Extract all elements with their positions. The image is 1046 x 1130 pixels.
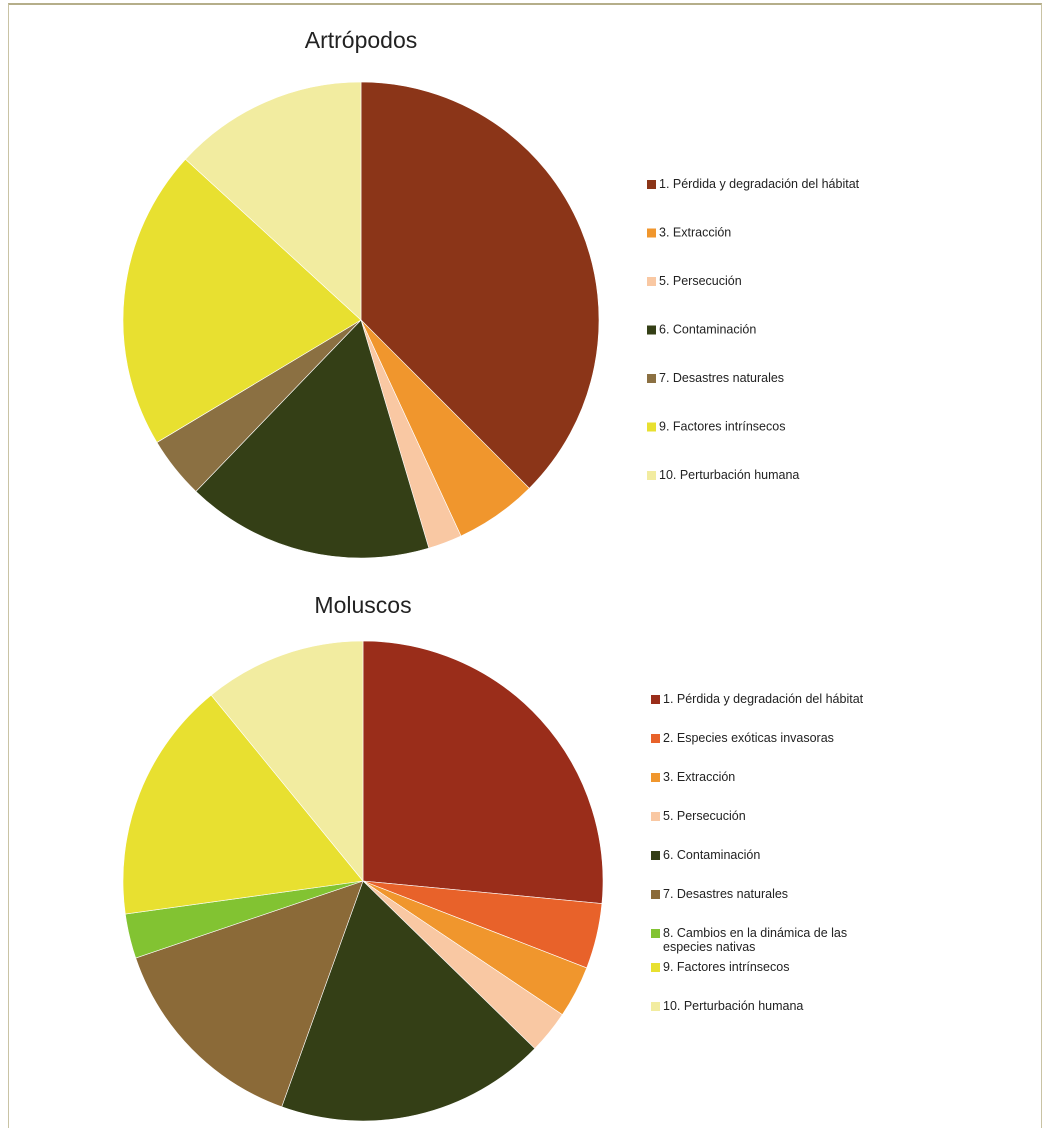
legend-item-6-contaminacion: 6. Contaminación [647, 323, 756, 337]
legend-swatch [651, 929, 660, 938]
pie-slice-10-perturbacion-humana [185, 81, 362, 321]
legend-swatch [651, 773, 660, 782]
legend-label: 3. Extracción [663, 770, 735, 784]
legend-item-7-desastres-naturales: 7. Desastres naturales [651, 887, 788, 901]
legend-label: 1. Pérdida y degradación del hábitat [663, 692, 864, 706]
pie-slice-9-factores-intrinsecos [122, 158, 362, 443]
legend-label: 9. Factores intrínsecos [663, 960, 789, 974]
legend-item-5-persecucion: 5. Persecución [647, 274, 742, 288]
legend-item-10-perturbacion-humana: 10. Perturbación humana [651, 999, 803, 1013]
legend-swatch [651, 734, 660, 743]
pie-slice-1-perdida-y-degradacion-del-habitat [362, 640, 604, 904]
legend-label: 8. Cambios en la dinámica de las especies… [663, 926, 847, 954]
legend-item-8-cambios-en-la-dinamica-de-las-especies-nativas: 8. Cambios en la dinámica de las especies… [651, 926, 847, 954]
pie-slice-1-perdida-y-degradacion-del-habitat [360, 81, 600, 489]
legend-swatch [647, 422, 656, 432]
legend-item-1-perdida-y-degradacion-del-habitat: 1. Pérdida y degradación del hábitat [647, 177, 860, 191]
chart-molluscs: Moluscos 1. Pérdida y degradación del há… [122, 592, 864, 1122]
legend-item-1-perdida-y-degradacion-del-habitat: 1. Pérdida y degradación del hábitat [651, 692, 864, 706]
chart-title: Artrópodos [305, 27, 418, 53]
legend-swatch [651, 695, 660, 704]
legend-label: 5. Persecución [659, 274, 742, 288]
chart-arthropods: Artrópodos 1. Pérdida y degradación del … [122, 27, 860, 559]
legend-label: 10. Perturbación humana [663, 999, 803, 1013]
pie-slice-9-factores-intrinsecos [122, 694, 364, 915]
legend-swatch [651, 1002, 660, 1011]
pie-slice-10-perturbacion-humana [210, 640, 364, 882]
legend-label: 2. Especies exóticas invasoras [663, 731, 834, 745]
legend-item-9-factores-intrinsecos: 9. Factores intrínsecos [651, 960, 789, 974]
legend-item-7-desastres-naturales: 7. Desastres naturales [647, 371, 784, 385]
legend-item-9-factores-intrinsecos: 9. Factores intrínsecos [647, 420, 785, 434]
figure-frame: Artrópodos 1. Pérdida y degradación del … [8, 3, 1042, 1128]
pie-slice-6-contaminacion [195, 319, 430, 559]
legend-swatch [647, 471, 656, 480]
legend-label: 6. Contaminación [663, 848, 760, 862]
legend-label: 9. Factores intrínsecos [659, 420, 785, 434]
legend-item-10-perturbacion-humana: 10. Perturbación humana [647, 468, 799, 482]
pie-slice-7-desastres-naturales [135, 880, 364, 1108]
legend-item-5-persecucion: 5. Persecución [651, 809, 746, 823]
legend-swatch [647, 228, 656, 238]
legend-swatch [651, 963, 660, 972]
legend-swatch [647, 180, 656, 189]
legend-label: 1. Pérdida y degradación del hábitat [659, 177, 860, 191]
legend-swatch [647, 325, 656, 335]
legend-item-3-extraccion: 3. Extracción [651, 770, 735, 784]
legend-label: 7. Desastres naturales [663, 887, 788, 901]
pie-slice-6-contaminacion [281, 880, 536, 1122]
legend-swatch [651, 812, 660, 821]
legend-label: 5. Persecución [663, 809, 746, 823]
legend-label: 10. Perturbación humana [659, 468, 799, 482]
legend-label: 6. Contaminación [659, 323, 756, 337]
legend-item-2-especies-exoticas-invasoras: 2. Especies exóticas invasoras [651, 731, 834, 745]
legend-label: 7. Desastres naturales [659, 371, 784, 385]
legend-swatch [651, 890, 660, 899]
legend-item-3-extraccion: 3. Extracción [647, 226, 731, 240]
charts-canvas: Artrópodos 1. Pérdida y degradación del … [122, 27, 864, 1122]
legend-swatch [647, 277, 656, 286]
legend-item-6-contaminacion: 6. Contaminación [651, 848, 760, 862]
legend-swatch [651, 851, 660, 860]
legend-label: 3. Extracción [659, 226, 731, 240]
chart-title: Moluscos [314, 592, 411, 618]
legend-swatch [647, 374, 656, 383]
